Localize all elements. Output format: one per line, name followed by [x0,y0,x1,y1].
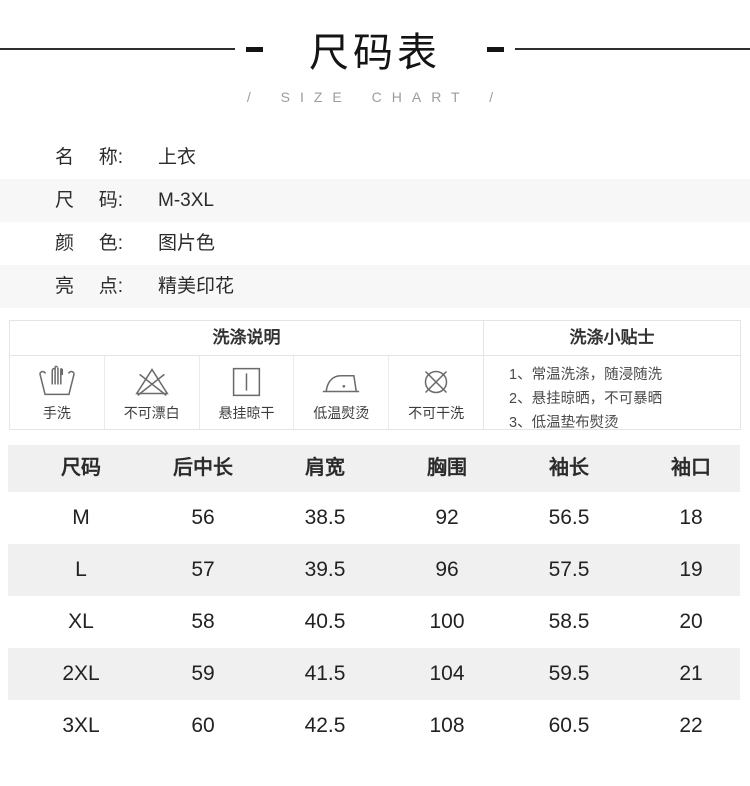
table-cell: 20 [679,610,703,633]
wash-icon-label: 手洗 [42,405,71,421]
info-row-color: 颜 色: 图片色 [0,222,750,265]
table-cell: 22 [679,714,703,737]
table-cell: 38.5 [304,506,346,529]
wash-instructions-title: 洗涤说明 [10,321,483,356]
table-cell: 104 [429,662,465,685]
column-header: 袖口 [671,457,711,479]
table-cell: 21 [679,662,703,685]
wash-tips-section: 洗涤小贴士 1、常温洗涤，随浸随洗 2、悬挂晾晒，不可暴晒 3、低温垫布熨烫 [483,321,740,431]
table-cell: 100 [429,610,465,633]
column-header: 尺码 [61,457,101,479]
table-cell: 40.5 [304,610,346,633]
info-label: 尺 码: [55,179,123,222]
table-cell: 60 [191,714,215,737]
table-cell: 56.5 [548,506,590,529]
table-cell: 92 [435,506,459,529]
table-cell: 58.5 [548,610,590,633]
dash-left [246,46,263,52]
table-cell: M [72,506,90,529]
column-header: 后中长 [173,457,233,479]
dash-right [487,46,504,52]
wash-icons-row: 手洗 不可漂白 悬挂晾干 [10,356,483,429]
table-row-xl: XL 58 40.5 100 58.5 20 [8,596,740,648]
wash-cell-no-dry-clean: 不可干洗 [388,356,483,429]
wash-cell-low-temp-iron: 低温熨烫 [293,356,388,429]
hand-wash-icon [38,365,75,396]
column-header: 胸围 [427,457,467,479]
table-row-l: L 57 39.5 96 57.5 19 [8,544,740,596]
header: 尺码表 [0,0,750,75]
wash-cell-hang-dry: 悬挂晾干 [198,356,294,429]
info-label-char: 码: [98,190,123,211]
divider-line-right [515,48,750,50]
table-cell: 19 [679,558,703,581]
info-value: M-3XL [158,190,214,211]
info-label: 亮 点: [55,265,123,308]
table-cell: 3XL [62,714,100,737]
info-row-size: 尺 码: M-3XL [0,179,750,222]
wash-cell-no-bleach: 不可漂白 [103,356,199,429]
low-temp-iron-icon [323,375,360,393]
divider-line-left [0,48,235,50]
product-info: 名 称: 上衣 尺 码: M-3XL 颜 色: 图片色 亮 点: 精美印花 [0,136,750,308]
info-label: 名 称: [55,136,123,179]
wash-care-table: 洗涤说明 手洗 [9,320,741,431]
info-label-char: 亮 [55,276,75,297]
wash-icon-label: 不可干洗 [408,405,465,421]
table-cell: 57.5 [548,558,590,581]
wash-tips-title: 洗涤小贴士 [484,321,740,356]
wash-instructions-section: 洗涤说明 手洗 [10,321,483,429]
table-cell: 96 [435,558,459,581]
info-label: 颜 色: [55,222,123,265]
wash-icon-label: 不可漂白 [123,405,180,421]
table-cell: XL [68,610,94,633]
info-label-char: 称: [98,147,123,168]
table-cell: 60.5 [548,714,590,737]
table-row-m: M 56 38.5 92 56.5 18 [8,492,740,544]
info-label-char: 颜 [55,233,75,254]
info-value: 图片色 [158,233,216,254]
table-cell: 2XL [62,662,100,685]
table-cell: 41.5 [304,662,346,685]
table-cell: 59 [191,662,215,685]
size-table: 尺码 后中长 肩宽 胸围 袖长 袖口 M 56 38.5 92 56.5 18 … [0,445,750,752]
no-bleach-icon [135,368,169,396]
wash-icon-label: 低温熨烫 [313,405,370,421]
info-value: 上衣 [158,147,197,168]
info-value: 精美印花 [158,276,235,297]
info-label-char: 点: [98,276,123,297]
column-header: 袖长 [549,457,589,479]
wash-tip: 1、常温洗涤，随浸随洗 [509,367,663,383]
info-row-name: 名 称: 上衣 [0,136,750,179]
info-label-char: 名 [55,147,75,168]
wash-tips-list: 1、常温洗涤，随浸随洗 2、悬挂晾晒，不可暴晒 3、低温垫布熨烫 [484,363,740,435]
table-row-2xl: 2XL 59 41.5 104 59.5 21 [8,648,740,700]
no-dry-clean-icon [424,370,448,394]
info-label-char: 色: [98,233,123,254]
size-table-header-row: 尺码 后中长 肩宽 胸围 袖长 袖口 [8,445,740,492]
table-cell: 18 [679,506,703,529]
table-cell: 57 [191,558,215,581]
table-cell: 42.5 [304,714,346,737]
table-cell: 58 [191,610,215,633]
page-subtitle: / SIZE CHART / [246,89,504,105]
column-header: 肩宽 [305,457,345,479]
table-cell: 59.5 [548,662,590,685]
wash-tip: 3、低温垫布熨烫 [509,415,619,431]
table-row-3xl: 3XL 60 42.5 108 60.5 22 [8,700,740,752]
table-cell: 56 [191,506,215,529]
wash-cell-hand-wash: 手洗 [10,356,104,429]
table-cell: L [75,558,87,581]
table-cell: 39.5 [304,558,346,581]
wash-icon-label: 悬挂晾干 [218,405,275,421]
page-title: 尺码表 [309,31,441,75]
info-label-char: 尺 [55,190,75,211]
table-cell: 108 [429,714,465,737]
hang-dry-icon [233,367,261,397]
wash-tip: 2、悬挂晾晒，不可暴晒 [509,391,663,407]
info-row-highlight: 亮 点: 精美印花 [0,265,750,308]
